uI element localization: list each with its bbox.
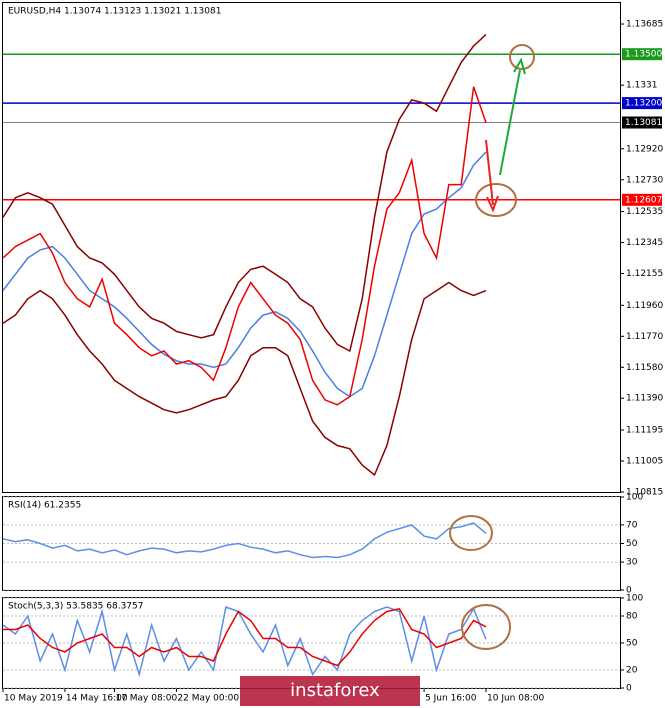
y-tick-label: 1.12345	[626, 238, 663, 248]
y-tick-label: 0	[626, 684, 632, 694]
x-tick-label: 14 May 16:00	[66, 694, 128, 704]
price-label: 1.13500	[625, 50, 662, 60]
y-tick-label: 1.12155	[626, 269, 663, 279]
watermark-box	[240, 676, 420, 706]
series-line	[2, 34, 487, 353]
y-tick-label: 1.10815	[626, 488, 663, 498]
price-label-box	[622, 193, 662, 206]
y-tick-label: 30	[626, 558, 638, 568]
series-line	[2, 522, 487, 559]
y-tick-label: 50	[626, 639, 638, 649]
y-tick-label: 1.11770	[626, 332, 663, 342]
panel-title: RSI(14) 61.2355	[8, 501, 81, 511]
down-arrow	[485, 139, 494, 206]
annotations	[449, 44, 535, 650]
y-tick-label: 80	[626, 612, 638, 622]
price-label-box	[622, 97, 662, 110]
panel-title: EURUSD,H4 1.13074 1.13123 1.13021 1.1308…	[8, 7, 221, 17]
y-tick-label: 1.12730	[626, 175, 663, 185]
x-tick-label: 17 May 08:00	[115, 694, 177, 704]
price-label-box	[622, 116, 662, 129]
x-tick-label: 10 May 2019	[4, 694, 63, 704]
series-line	[2, 86, 487, 406]
y-tick-label: 70	[626, 520, 638, 530]
y-tick-label: 1.1331	[626, 81, 658, 91]
price-label: 1.13081	[625, 118, 662, 128]
y-tick-label: 1.11960	[626, 301, 663, 311]
main-panel	[2, 2, 621, 493]
price-label: 1.13200	[625, 99, 662, 109]
y-tick-label: 20	[626, 666, 638, 676]
y-tick-label: 0	[626, 586, 632, 596]
price-label: 1.12607	[625, 195, 662, 205]
y-tick-label: 1.11390	[626, 394, 663, 404]
panel-title: Stoch(5,3,3) 53.5835 68.3757	[8, 602, 143, 612]
series-line	[3, 607, 487, 667]
up-arrow	[499, 69, 521, 176]
series-line	[2, 605, 487, 678]
price-label-box	[622, 48, 662, 61]
watermark: instaforex	[290, 680, 380, 701]
x-tick-label: 10 Jun 08:00	[487, 694, 544, 704]
y-tick-label: 1.12535	[626, 207, 663, 217]
y-tick-label: 100	[626, 594, 643, 604]
series-line	[2, 151, 487, 398]
support-circle	[475, 183, 517, 217]
x-tick-label: 5 Jun 16:00	[425, 694, 477, 704]
stoch-circle	[461, 604, 511, 650]
rsi-circle	[449, 515, 493, 551]
y-tick-label: 1.11005	[626, 457, 663, 467]
y-tick-label: 1.11580	[626, 363, 663, 373]
target-circle	[509, 44, 535, 70]
y-tick-label: 100	[626, 493, 643, 503]
x-tick-label: 22 May 00:00	[177, 694, 239, 704]
y-tick-label: 1.13685	[626, 20, 663, 30]
y-tick-label: 1.12920	[626, 144, 663, 154]
down-arrowhead	[486, 195, 499, 213]
up-arrowhead	[513, 57, 526, 75]
series-line	[2, 281, 487, 477]
y-tick-label: 1.11195	[626, 426, 663, 436]
y-tick-label: 50	[626, 539, 638, 549]
plot-layer: EURUSD,H4 1.13074 1.13123 1.13021 1.1308…	[2, 7, 663, 704]
